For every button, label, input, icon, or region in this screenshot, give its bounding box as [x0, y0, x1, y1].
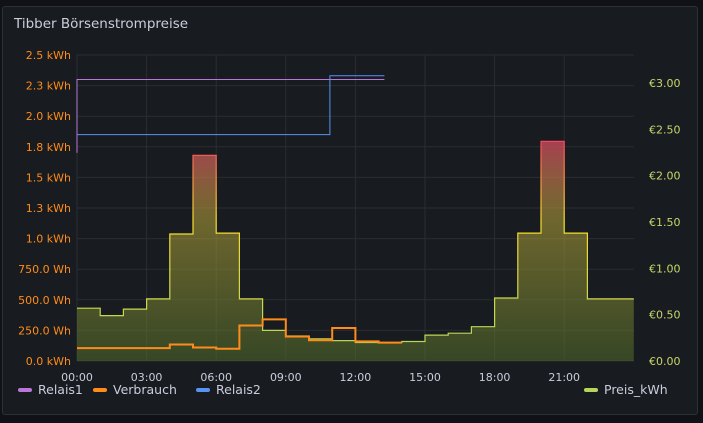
y-left-tick-label: 1.5 kWh — [26, 171, 71, 184]
y-left-tick-label: 1.8 kWh — [26, 141, 71, 154]
legend-label-relais1: Relais1 — [38, 382, 83, 397]
legend-label-preis-kwh: Preis_kWh — [604, 382, 668, 397]
x-tick-label: 06:00 — [200, 371, 232, 384]
y-right-tick-label: €0.50 — [649, 309, 681, 322]
x-tick-label: 15:00 — [409, 371, 441, 384]
series-line-verbrauch — [77, 318, 402, 350]
x-tick-label: 00:00 — [61, 371, 93, 384]
panel-title[interactable]: Tibber Börsenstrompreise — [14, 16, 189, 32]
x-tick-label: 21:00 — [548, 371, 580, 384]
series-line-preis-kwh — [77, 140, 634, 344]
y-left-tick-label: 250.0 Wh — [18, 324, 71, 337]
legend-item-verbrauch[interactable]: Verbrauch — [93, 382, 177, 397]
series-line-relais1 — [76, 79, 385, 153]
legend-item-relais1[interactable]: Relais1 — [18, 382, 83, 397]
legend-swatch-relais2 — [196, 387, 210, 392]
legend-swatch-verbrauch — [93, 387, 107, 392]
y-left-tick-label: 750.0 Wh — [18, 263, 71, 276]
x-tick-label: 03:00 — [131, 371, 163, 384]
legend-swatch-relais1 — [18, 387, 32, 392]
y-right-tick-label: €1.00 — [649, 262, 681, 275]
x-tick-label: 09:00 — [270, 371, 302, 384]
y-right-tick-label: €1.50 — [649, 216, 681, 229]
y-left-tick-label: 500.0 Wh — [18, 294, 71, 307]
legend-label-relais2: Relais2 — [216, 382, 261, 397]
legend-item-preis-kwh[interactable]: Preis_kWh — [584, 382, 668, 397]
y-left-tick-label: 1.0 kWh — [26, 233, 71, 246]
x-tick-label: 12:00 — [340, 371, 372, 384]
y-right-tick-label: €2.00 — [649, 170, 681, 183]
y-left-tick-label: 2.3 kWh — [26, 80, 71, 93]
y-right-tick-label: €3.00 — [649, 77, 681, 90]
y-left-tick-label: 1.3 kWh — [26, 202, 71, 215]
x-tick-label: 18:00 — [479, 371, 511, 384]
legend-item-relais2[interactable]: Relais2 — [196, 382, 261, 397]
y-left-tick-label: 2.5 kWh — [26, 49, 71, 62]
legend-label-verbrauch: Verbrauch — [113, 382, 177, 397]
y-right-tick-label: €2.50 — [649, 123, 681, 136]
legend-swatch-preis-kwh — [584, 387, 598, 392]
series-line-relais2 — [77, 75, 385, 136]
y-left-tick-label: 2.0 kWh — [26, 110, 71, 123]
y-left-tick-label: 0.0 kWh — [26, 355, 71, 368]
y-right-tick-label: €0.00 — [649, 355, 681, 368]
